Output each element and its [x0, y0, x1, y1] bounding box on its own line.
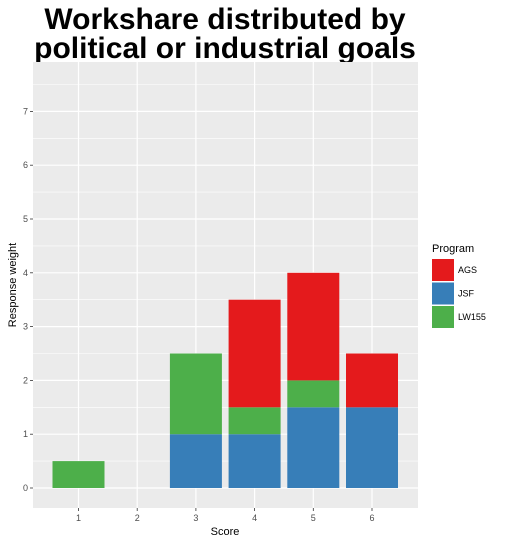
y-tick-label: 1	[23, 429, 28, 439]
chart-title-line-2: political or industrial goals	[34, 32, 416, 65]
bar-jsf-3	[169, 434, 222, 488]
bar-ags-5	[287, 272, 340, 381]
legend-title: Program	[432, 243, 474, 255]
chart-title-line-1: Workshare distributed by	[44, 3, 406, 36]
grid-lines	[33, 62, 418, 508]
y-tick-label: 6	[23, 160, 28, 170]
bar-lw155-1	[52, 461, 105, 488]
x-tick-label: 1	[76, 513, 81, 523]
x-tick-label: 3	[193, 513, 198, 523]
bar-lw155-5	[287, 380, 340, 408]
legend-label-lw155: LW155	[458, 312, 486, 322]
bars	[52, 272, 398, 488]
x-tick-label: 5	[311, 513, 316, 523]
legend-key-jsf	[432, 282, 454, 305]
y-tick-label: 5	[23, 214, 28, 224]
bar-ags-6	[346, 353, 398, 408]
y-tick-label: 0	[23, 483, 28, 493]
x-tick-label: 4	[252, 513, 257, 523]
x-axis-title: Score	[211, 526, 240, 538]
y-tick-label: 3	[23, 322, 28, 332]
bar-ags-4	[228, 299, 281, 408]
y-tick-label: 4	[23, 268, 28, 278]
legend-label-jsf: JSF	[458, 289, 475, 299]
bar-jsf-6	[346, 407, 398, 488]
bar-jsf-4	[228, 434, 281, 488]
bar-lw155-3	[169, 353, 222, 435]
y-tick-label: 2	[23, 375, 28, 385]
bar-jsf-5	[287, 407, 340, 488]
y-tick-label: 7	[23, 106, 28, 116]
legend-key-lw155	[432, 306, 454, 328]
bar-lw155-4	[228, 407, 281, 435]
legend-key-ags	[432, 259, 454, 281]
x-tick-label: 2	[135, 513, 140, 523]
legend-items: AGS JSF LW155	[432, 259, 486, 328]
axis-ticks: 0 1 2 3 4 5 6 7 1 2 3 4 5 6	[23, 106, 375, 523]
x-tick-label: 6	[369, 513, 374, 523]
y-axis-title: Response weight	[7, 243, 19, 327]
legend-label-ags: AGS	[458, 265, 477, 275]
legend: Program AGS JSF LW155	[432, 243, 486, 328]
